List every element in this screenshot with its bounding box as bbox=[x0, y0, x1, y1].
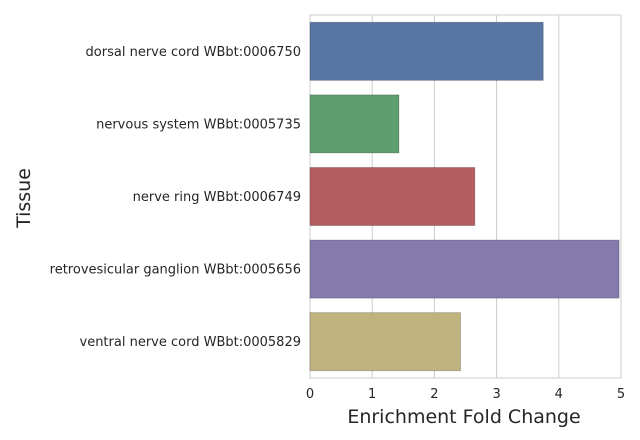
bar bbox=[309, 21, 544, 81]
x-tick-label: 1 bbox=[368, 387, 376, 402]
x-tick-label: 3 bbox=[492, 387, 500, 402]
bar bbox=[309, 239, 620, 299]
category-label: ventral nerve cord WBbt:0005829 bbox=[80, 335, 302, 350]
category-label: nerve ring WBbt:0006749 bbox=[133, 190, 301, 205]
x-axis-title: Enrichment Fold Change bbox=[347, 406, 580, 428]
x-tick-label: 5 bbox=[617, 387, 625, 402]
category-labels: dorsal nerve cord WBbt:0006750 nervous sy… bbox=[50, 45, 301, 350]
x-tick-label: 0 bbox=[306, 387, 314, 402]
category-label: retrovesicular ganglion WBbt:0005656 bbox=[50, 263, 301, 278]
x-tick-label: 4 bbox=[555, 387, 563, 402]
category-label: nervous system WBbt:0005735 bbox=[96, 117, 301, 132]
category-label: dorsal nerve cord WBbt:0006750 bbox=[86, 45, 301, 60]
y-axis-title: Tissue bbox=[13, 168, 35, 229]
x-tick-label: 2 bbox=[430, 387, 438, 402]
bar bbox=[309, 167, 476, 226]
x-tick-labels: 0 1 2 3 4 5 bbox=[306, 387, 625, 402]
bar bbox=[309, 312, 461, 372]
bar bbox=[309, 94, 400, 154]
bars bbox=[309, 21, 620, 372]
